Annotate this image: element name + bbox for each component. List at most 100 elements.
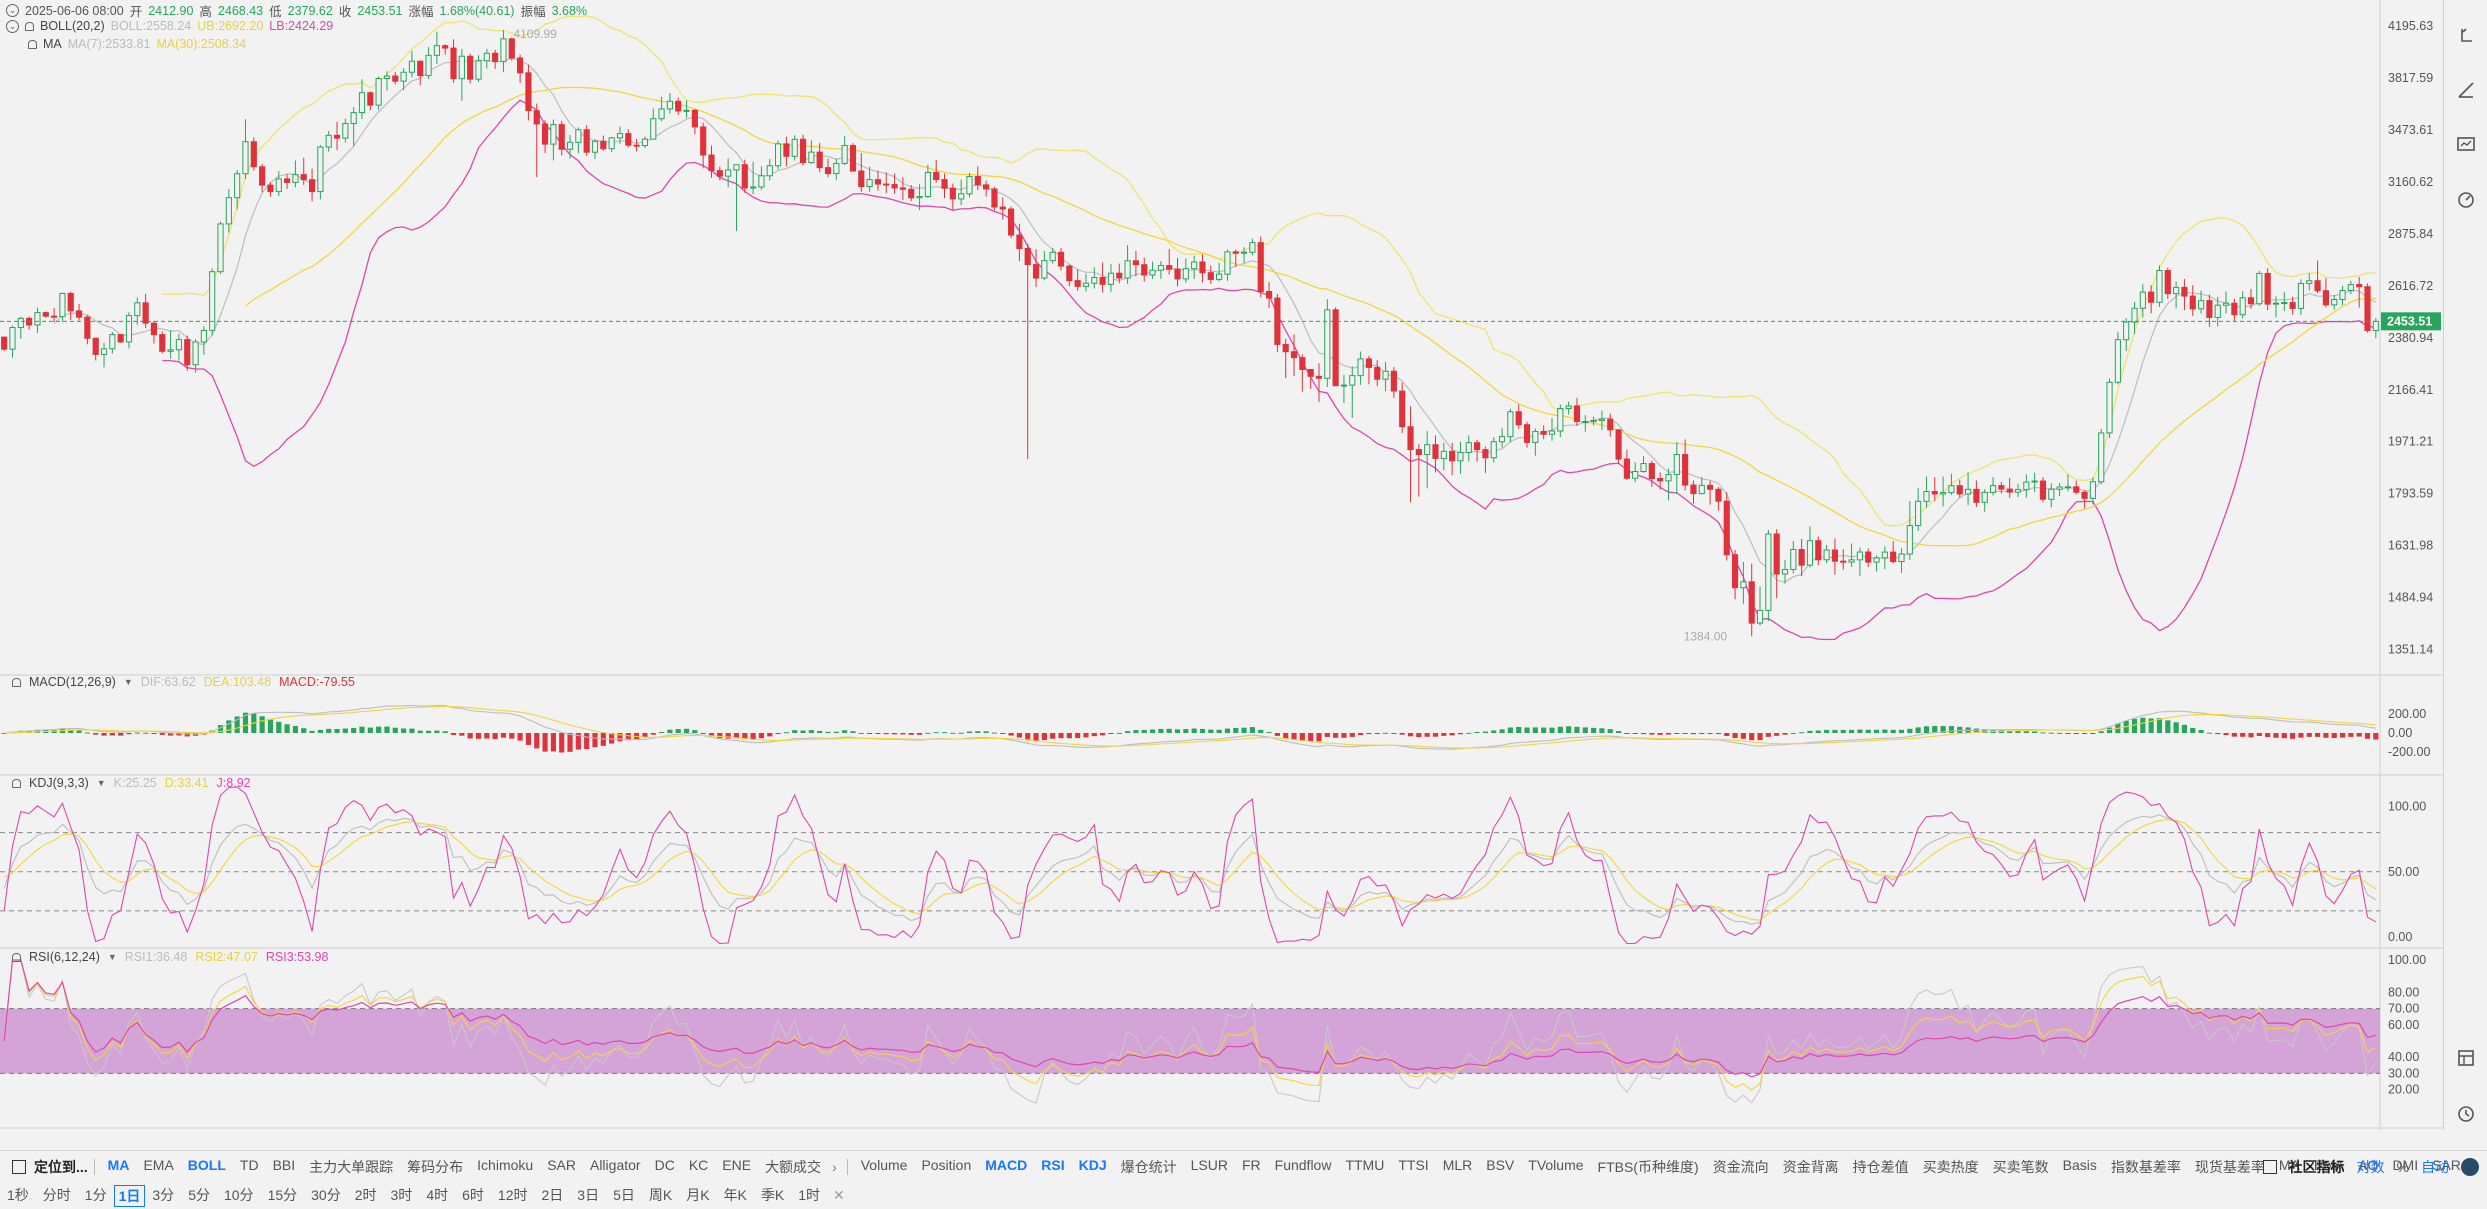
indicator-option[interactable]: MACD (985, 1156, 1028, 1173)
close-icon[interactable]: ✕ (833, 1187, 845, 1203)
indicator-option[interactable]: TVolume (1528, 1156, 1584, 1173)
indicator-option[interactable]: EMA (143, 1156, 174, 1173)
indicator-option[interactable]: SAR (547, 1156, 576, 1173)
indicator-option[interactable]: BOLL (187, 1156, 226, 1173)
indicator-option[interactable]: DMI (2392, 1156, 2419, 1173)
timeframe-option[interactable]: 月K (686, 1186, 710, 1203)
locate-button[interactable]: 定位到... (34, 1158, 88, 1175)
log-scale-button[interactable]: 对数 (2356, 1158, 2385, 1175)
indicator-option[interactable]: Alligator (589, 1156, 641, 1173)
candle-body (1640, 463, 1647, 473)
timeframe-option[interactable]: 1日 (113, 1184, 146, 1207)
indicator-option[interactable]: 买卖热度 (1922, 1158, 1979, 1175)
timeframe-option[interactable]: 周K (648, 1186, 673, 1203)
bell-icon[interactable] (25, 21, 34, 31)
collapse-icon[interactable]: ⌄ (6, 4, 19, 17)
indicator-option[interactable]: TTMU (1345, 1156, 1385, 1173)
price-tick-label: 3473.61 (2388, 123, 2433, 137)
caret-down-icon[interactable]: ▼ (107, 952, 117, 962)
indicator-option[interactable]: MA (107, 1156, 130, 1173)
bell-icon[interactable] (12, 952, 21, 962)
indicator-option[interactable]: RSI (1041, 1156, 1065, 1173)
indicator-option[interactable]: 资金背离 (1782, 1158, 1839, 1175)
bell-icon[interactable] (12, 677, 21, 687)
indicator-option[interactable]: Position (921, 1156, 972, 1173)
indicator-option[interactable]: KC (688, 1156, 709, 1173)
auto-scale-button[interactable]: 自动 (2421, 1158, 2449, 1175)
bell-icon[interactable] (12, 778, 21, 788)
community-button[interactable]: 社区指标 (2288, 1158, 2345, 1175)
indicator-option[interactable]: SAR (2432, 1156, 2461, 1173)
timeframe-option[interactable]: 15分 (267, 1186, 298, 1203)
indicator-option[interactable]: KDJ (1078, 1156, 1107, 1173)
percent-button[interactable]: % (2396, 1158, 2409, 1175)
indicator-option[interactable]: 现货基差率 (2194, 1158, 2265, 1175)
trend-line-icon[interactable] (2456, 80, 2476, 100)
avatar[interactable] (2461, 1157, 2479, 1176)
crosshair-icon[interactable] (2456, 26, 2476, 46)
indicator-option[interactable]: FTBS(币种维度) (1597, 1158, 1699, 1175)
candle-body (1232, 251, 1239, 254)
indicator-option[interactable]: Fundflow (1274, 1156, 1332, 1173)
indicator-option[interactable]: 大额成交 (765, 1158, 822, 1175)
indicator-option[interactable]: 主力大单跟踪 (309, 1158, 394, 1175)
timeframe-option[interactable]: 1分 (84, 1186, 107, 1203)
timeframe-option[interactable]: 3日 (577, 1186, 600, 1203)
indicator-option[interactable]: LSUR (1190, 1156, 1228, 1173)
chevron-right-icon[interactable]: › (832, 1158, 837, 1175)
timeframe-option[interactable]: 1时 (798, 1186, 821, 1203)
price-chart[interactable]: 4195.63 3817.59 3473.61 3160.62 2875.84 2616.… (0, 0, 2487, 1130)
timeframe-option[interactable]: 3分 (152, 1186, 175, 1203)
timeframe-option[interactable]: 4时 (426, 1186, 449, 1203)
caret-down-icon[interactable]: ▼ (96, 778, 106, 788)
indicator-option[interactable]: TTSI (1398, 1156, 1429, 1173)
timeframe-option[interactable]: 季K (760, 1186, 785, 1203)
macd-histogram-bar (567, 733, 573, 752)
indicator-option[interactable]: AO (2358, 1156, 2379, 1173)
collapse-icon[interactable]: ⌄ (6, 19, 19, 33)
indicator-option[interactable]: 持仓差值 (1852, 1158, 1909, 1175)
indicator-option[interactable]: 筹码分布 (407, 1158, 464, 1175)
timeframe-option[interactable]: 1秒 (7, 1186, 29, 1203)
indicator-option[interactable]: FR (1241, 1156, 1261, 1173)
indicator-option[interactable]: Ichimoku (477, 1156, 534, 1173)
timeframe-option[interactable]: 2日 (541, 1186, 564, 1203)
indicator-option[interactable]: EMA (2313, 1156, 2345, 1173)
indicator-option[interactable]: MA (2278, 1156, 2300, 1173)
indicator-option[interactable]: Volume (860, 1156, 908, 1173)
bell-icon[interactable] (28, 39, 37, 49)
timeframe-option[interactable]: 年K (723, 1186, 747, 1203)
gauge-icon[interactable] (2456, 190, 2476, 210)
macd-histogram-bar (783, 732, 789, 734)
indicator-option[interactable]: 买卖笔数 (1992, 1158, 2049, 1175)
timeframe-option[interactable]: 12时 (497, 1186, 528, 1203)
timeframe-option[interactable]: 6时 (462, 1186, 484, 1203)
timeframe-option[interactable]: 5分 (188, 1186, 210, 1203)
timeframe-option[interactable]: 30分 (311, 1186, 341, 1203)
caret-down-icon[interactable]: ▼ (123, 677, 133, 687)
timeframe-option[interactable]: 2时 (354, 1186, 377, 1203)
indicator-option[interactable]: 爆仓统计 (1120, 1158, 1177, 1175)
layout-icon[interactable] (2456, 1048, 2476, 1068)
indicator-option[interactable]: TD (239, 1156, 259, 1173)
indicator-option[interactable]: BBI (272, 1156, 296, 1173)
indicator-option[interactable]: Basis (2062, 1156, 2097, 1173)
clock-icon[interactable] (2456, 1104, 2476, 1124)
calendar-icon[interactable] (12, 1159, 26, 1174)
macd-histogram-bar (301, 728, 307, 733)
indicator-option[interactable]: 资金流向 (1712, 1158, 1769, 1175)
timeframe-option[interactable]: 10分 (223, 1186, 254, 1203)
timeframe-option[interactable]: 5日 (613, 1186, 635, 1203)
j-line (3, 786, 2377, 945)
indicator-option[interactable]: 指数基差率 (2110, 1158, 2181, 1175)
community-icon[interactable] (2262, 1159, 2277, 1174)
timeframe-option[interactable]: 3时 (390, 1186, 413, 1203)
indicator-option[interactable]: BSV (1486, 1156, 1515, 1173)
indicator-option[interactable]: MLR (1442, 1156, 1473, 1173)
chart-settings-icon[interactable] (2456, 134, 2476, 154)
indicator-option[interactable]: ENE (722, 1156, 752, 1173)
macd-histogram-bar (2356, 733, 2362, 737)
candle-body (583, 129, 590, 153)
timeframe-option[interactable]: 分时 (42, 1186, 71, 1203)
indicator-option[interactable]: DC (654, 1156, 675, 1173)
